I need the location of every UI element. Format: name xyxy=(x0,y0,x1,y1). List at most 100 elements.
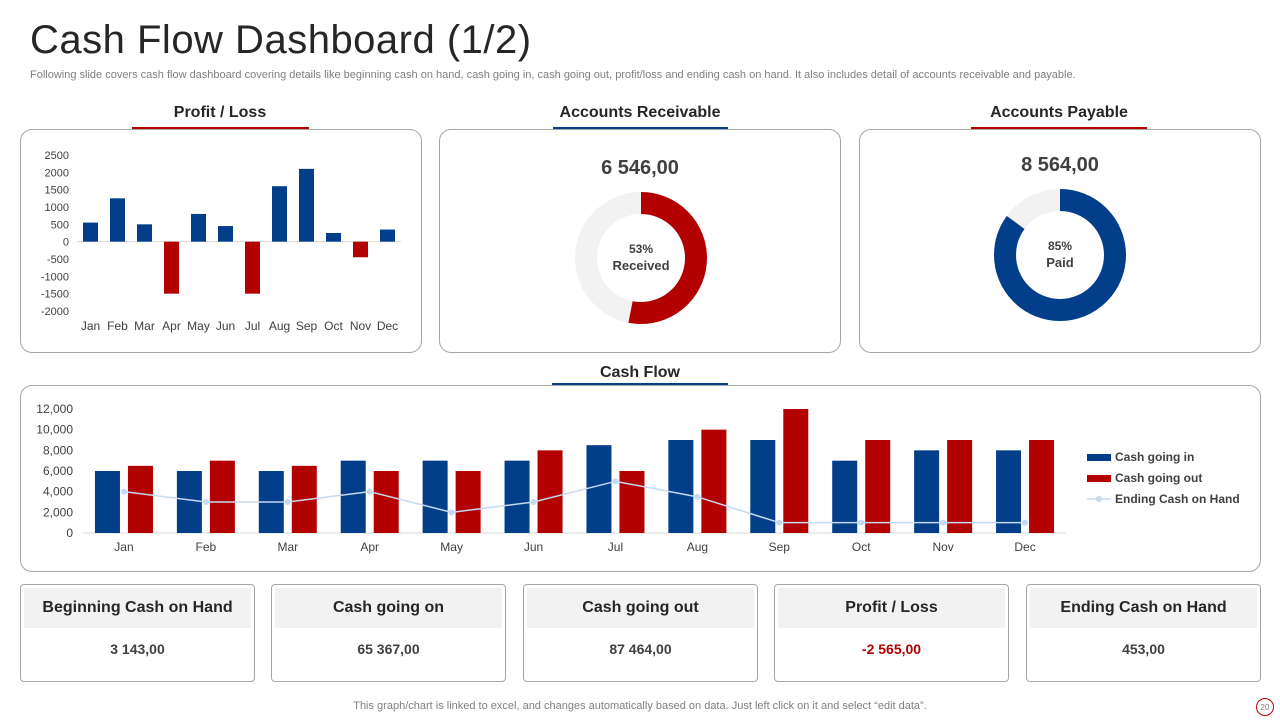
cash-flow-title: Cash Flow xyxy=(599,364,680,381)
y-tick-label: 2000 xyxy=(45,167,69,179)
card-cash-going-on: Cash going on 65 367,00 xyxy=(271,584,506,682)
bar-cash-in-oct xyxy=(832,460,858,533)
card-profit-loss-label: Profit / Loss xyxy=(778,588,1005,628)
accounts-payable-title: Accounts Payable xyxy=(990,104,1128,121)
legend-cash-out-swatch xyxy=(1087,474,1111,482)
bar-cash-in-dec xyxy=(996,450,1022,533)
page-number: 20 xyxy=(1256,698,1274,716)
x-tick-label: Mar xyxy=(277,540,298,554)
bar-cash-out-dec xyxy=(1029,440,1055,533)
y-tick-label: 4,000 xyxy=(43,485,73,499)
legend-cash-out: Cash going out xyxy=(1087,471,1202,485)
bar-cash-out-nov xyxy=(947,440,973,533)
legend-ending-cash: Ending Cash on Hand xyxy=(1087,492,1240,506)
x-tick-label: Apr xyxy=(360,540,379,554)
accounts-payable-underline xyxy=(971,127,1147,130)
point-ending-cash-sep xyxy=(776,519,783,526)
profit-loss-underline xyxy=(132,127,309,130)
card-cash-going-out: Cash going out 87 464,00 xyxy=(523,584,758,682)
x-tick-label: Jul xyxy=(608,540,623,554)
bar-cash-out-sep xyxy=(783,409,809,533)
page-title: Cash Flow Dashboard (1/2) xyxy=(30,18,532,62)
x-tick-label: Dec xyxy=(377,319,398,333)
card-beginning-cash: Beginning Cash on Hand 3 143,00 xyxy=(20,584,255,682)
point-ending-cash-jul xyxy=(612,478,619,485)
point-ending-cash-dec xyxy=(1022,519,1029,526)
x-tick-label: Apr xyxy=(162,319,181,333)
bar-nov xyxy=(353,241,368,258)
bar-cash-out-aug xyxy=(701,429,727,533)
point-ending-cash-jan xyxy=(120,488,127,495)
bar-cash-in-aug xyxy=(668,440,694,533)
x-tick-label: Nov xyxy=(932,540,953,554)
bar-apr xyxy=(164,241,179,294)
accounts-payable-percent: 85% xyxy=(1048,239,1072,253)
x-tick-label: Feb xyxy=(196,540,217,554)
y-tick-label: 500 xyxy=(51,219,69,231)
card-cash-going-on-value: 65 367,00 xyxy=(357,641,420,657)
x-tick-label: Sep xyxy=(296,319,318,333)
x-tick-label: Jun xyxy=(216,319,235,333)
point-ending-cash-aug xyxy=(694,493,701,500)
bar-mar xyxy=(137,224,152,242)
x-tick-label: Aug xyxy=(269,319,290,333)
y-tick-label: 2,000 xyxy=(43,505,73,519)
y-tick-label: 10,000 xyxy=(36,423,73,437)
legend-cash-out-label: Cash going out xyxy=(1115,471,1203,485)
accounts-receivable-underline xyxy=(553,127,728,130)
x-tick-label: Feb xyxy=(107,319,128,333)
bar-cash-out-jul xyxy=(619,471,645,533)
x-tick-label: Jul xyxy=(245,319,260,333)
card-profit-loss-value: -2 565,00 xyxy=(861,641,922,657)
card-ending-cash-value: 453,00 xyxy=(1122,641,1165,657)
x-tick-label: May xyxy=(440,540,463,554)
legend-cash-in-label: Cash going in xyxy=(1115,450,1195,464)
bar-dec xyxy=(380,229,395,242)
bar-cash-in-may xyxy=(422,460,448,533)
card-ending-cash: Ending Cash on Hand 453,00 xyxy=(1026,584,1261,682)
accounts-receivable-title: Accounts Receivable xyxy=(559,104,721,121)
bar-cash-out-feb xyxy=(209,460,235,533)
cash-flow-underline xyxy=(552,383,728,386)
legend-ending-cash-label: Ending Cash on Hand xyxy=(1115,492,1240,506)
profit-loss-title: Profit / Loss xyxy=(173,104,267,121)
x-tick-label: Jun xyxy=(524,540,543,554)
accounts-receivable-donut[interactable]: 53% Received xyxy=(571,188,711,328)
bar-cash-in-apr xyxy=(340,460,366,533)
bar-cash-out-may xyxy=(455,471,481,533)
cash-flow-chart[interactable]: 12,000 10,000 8,000 6,000 4,000 2,000 0 Jan Feb M… xyxy=(21,386,1081,571)
accounts-receivable-status: Received xyxy=(612,258,669,273)
bar-cash-in-jun xyxy=(504,460,530,533)
x-tick-label: Oct xyxy=(324,319,343,333)
x-tick-label: Jan xyxy=(114,540,133,554)
profit-loss-chart[interactable]: 2500 2000 1500 1000 500 0 -500 -1000 -1500 -2000 J… xyxy=(21,130,421,352)
line-ending-cash xyxy=(123,480,1026,524)
accounts-payable-donut[interactable]: 85% Paid xyxy=(990,185,1130,325)
accounts-receivable-main-slice xyxy=(575,192,707,324)
accounts-receivable-percent: 53% xyxy=(629,242,653,256)
point-ending-cash-oct xyxy=(858,519,865,526)
legend-ending-cash-swatch xyxy=(1087,496,1111,502)
x-tick-label: Dec xyxy=(1014,540,1035,554)
bar-feb xyxy=(110,198,125,242)
point-ending-cash-nov xyxy=(940,519,947,526)
bar-aug xyxy=(272,186,287,242)
bar-cash-in-jan xyxy=(94,471,120,533)
bar-jan xyxy=(83,222,98,242)
bar-cash-in-sep xyxy=(750,440,776,533)
bar-jun xyxy=(218,226,233,242)
x-tick-label: Oct xyxy=(852,540,871,554)
x-tick-label: Sep xyxy=(769,540,791,554)
x-tick-label: Mar xyxy=(134,319,155,333)
footer-note: This graph/chart is linked to excel, and… xyxy=(353,700,927,712)
x-tick-label: Aug xyxy=(687,540,708,554)
y-tick-label: -500 xyxy=(47,254,69,266)
bar-may xyxy=(191,213,206,242)
x-tick-label: May xyxy=(187,319,210,333)
card-profit-loss: Profit / Loss -2 565,00 xyxy=(774,584,1009,682)
card-cash-going-on-label: Cash going on xyxy=(275,588,502,628)
y-tick-label: 6,000 xyxy=(43,464,73,478)
card-cash-going-out-label: Cash going out xyxy=(527,588,754,628)
bar-cash-in-jul xyxy=(586,445,612,533)
y-tick-label: 12,000 xyxy=(36,402,73,416)
